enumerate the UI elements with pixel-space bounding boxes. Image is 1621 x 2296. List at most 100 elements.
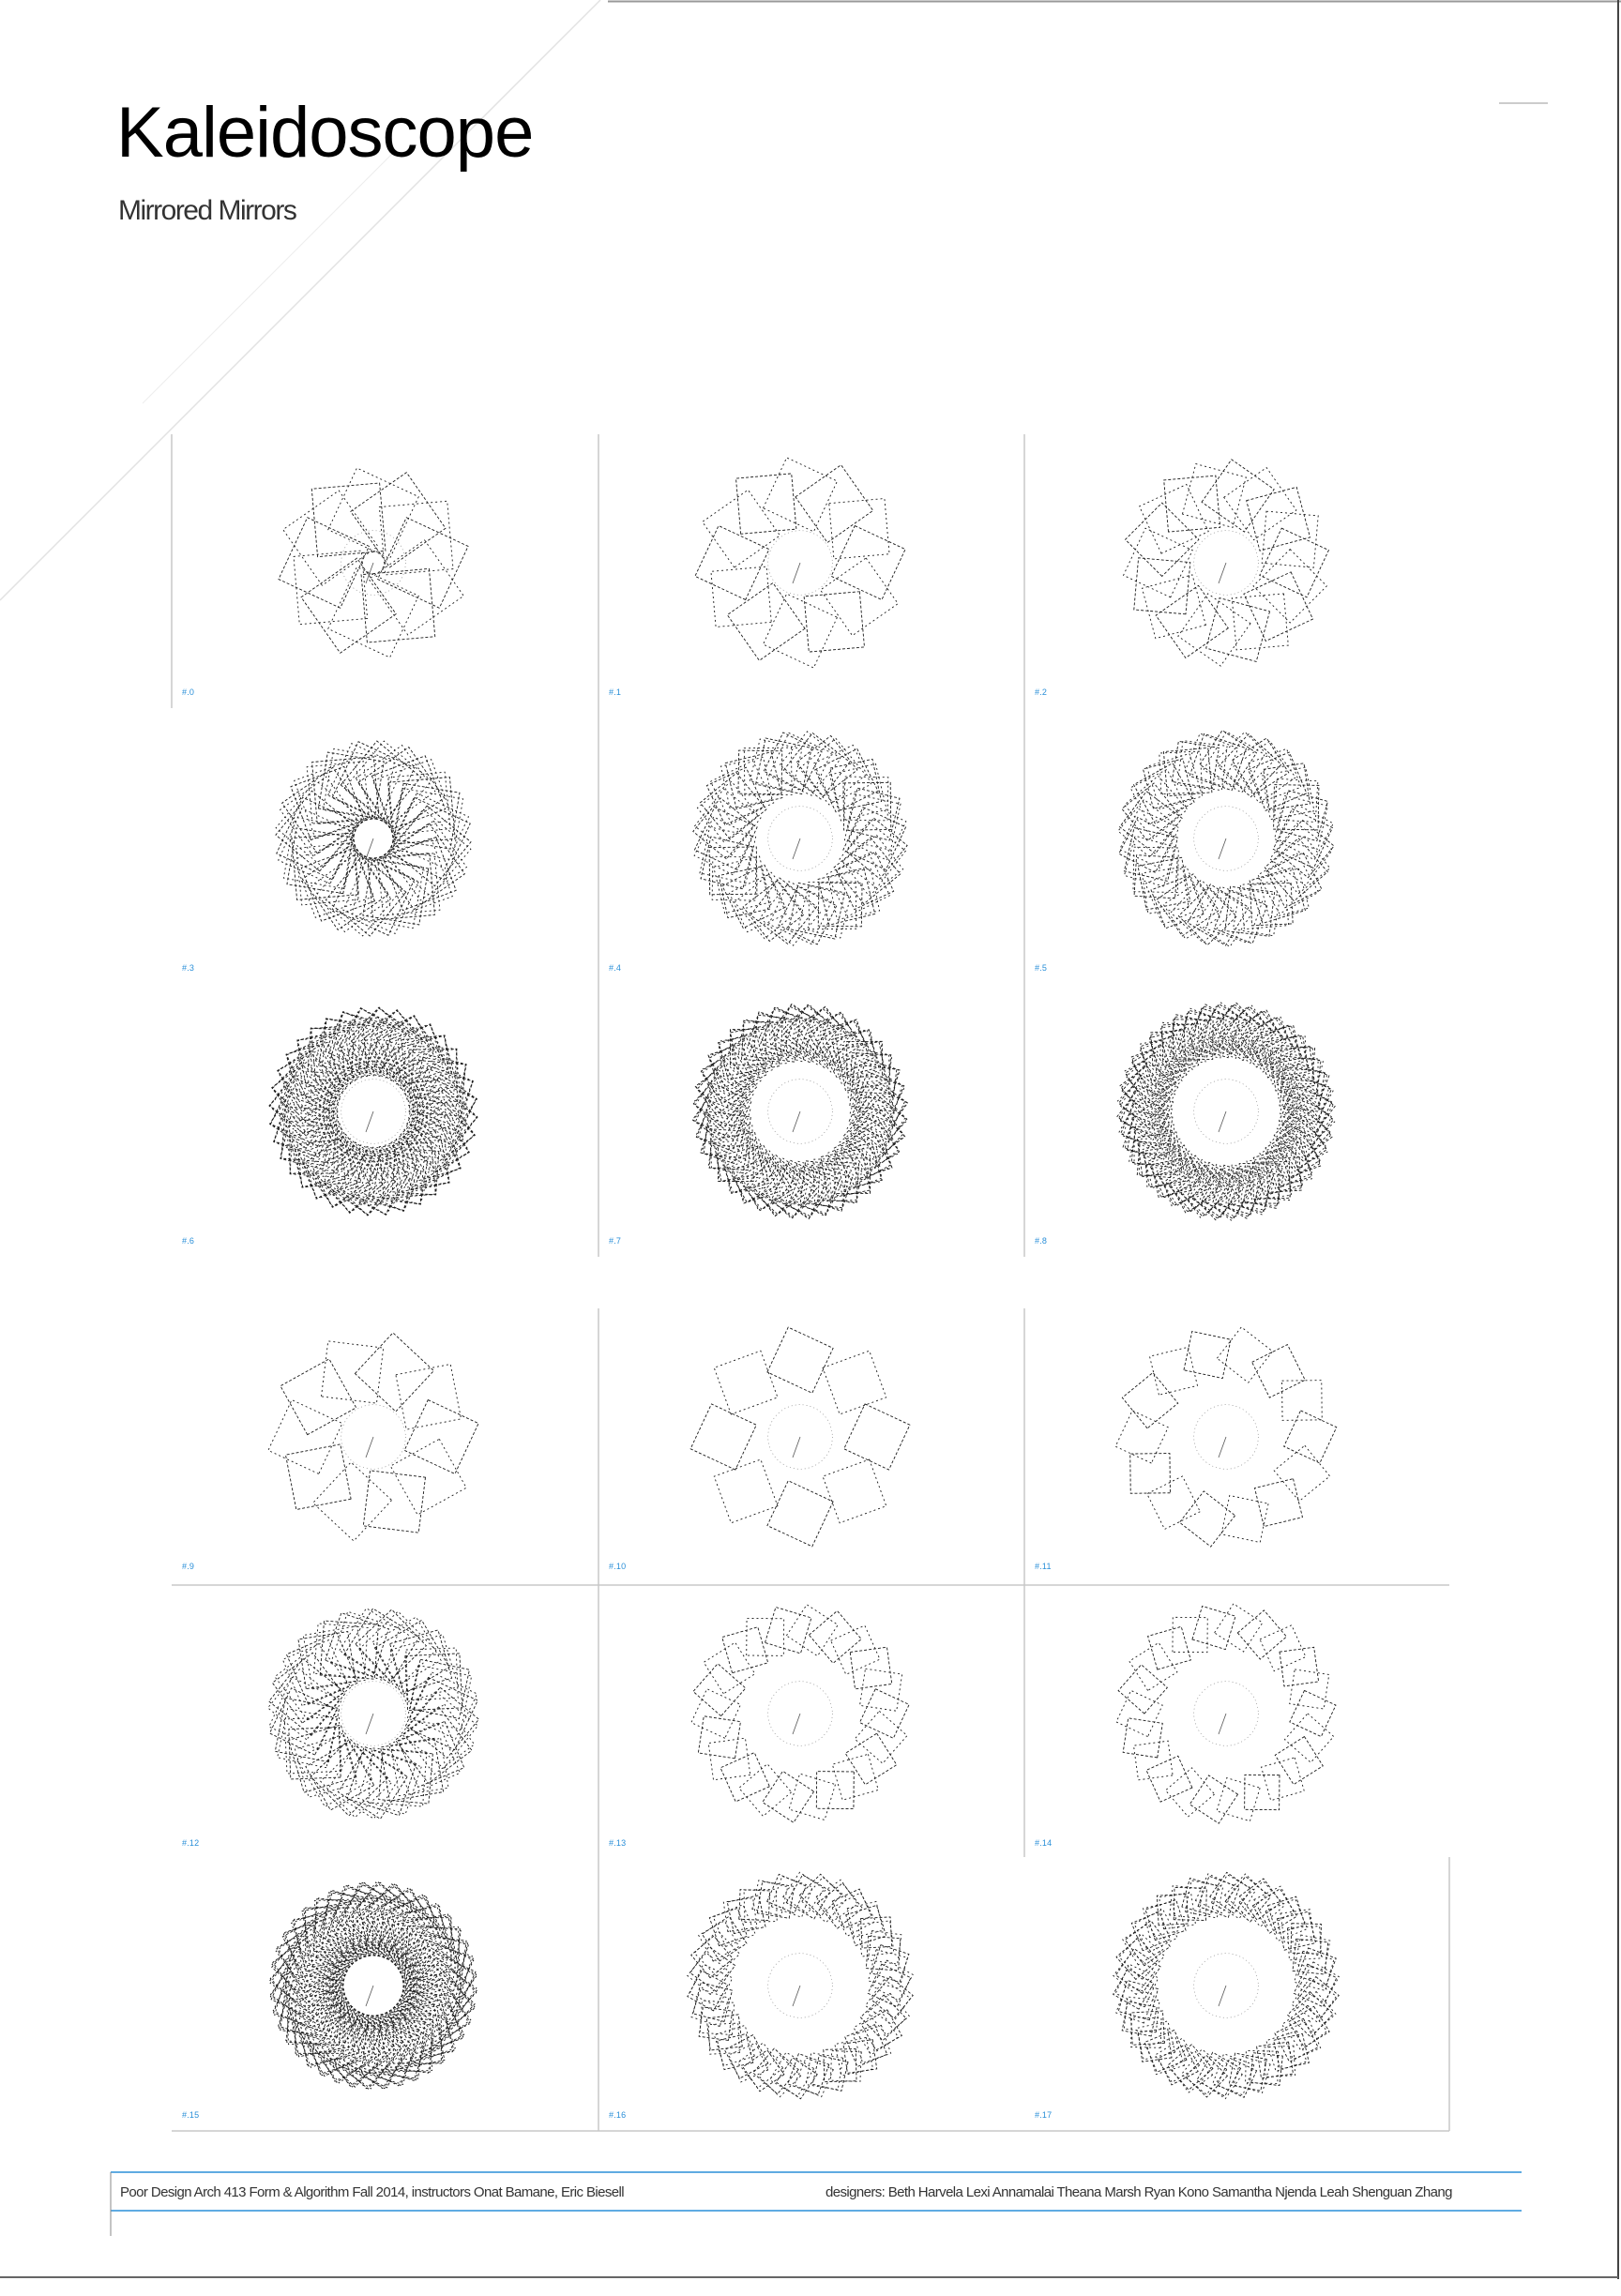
pattern-panel: #.8 (1025, 983, 1449, 1255)
mirror-square (380, 1737, 445, 1802)
mirror-square (766, 1480, 834, 1548)
mirror-square (1270, 1130, 1322, 1181)
mirror-square (378, 1748, 433, 1805)
mirror-square (1199, 1003, 1251, 1055)
mirror-square (743, 747, 793, 796)
mirror-square (1224, 885, 1276, 937)
mirror-square (758, 1005, 808, 1055)
panel-label: #.13 (609, 1838, 627, 1848)
radial-tick (792, 838, 801, 860)
mirror-square (1168, 1014, 1209, 1055)
mirror-square (762, 593, 839, 669)
mirror-square (323, 1151, 386, 1215)
mirror-square (404, 1931, 469, 1995)
mirror-square (1259, 1624, 1307, 1672)
mirror-square (820, 1148, 871, 1200)
mirror-square (373, 1619, 450, 1696)
mirror-square (344, 1881, 420, 1957)
mirror-square (1132, 846, 1179, 893)
mirror-square (1142, 758, 1194, 809)
mirror-square (697, 1715, 741, 1760)
mirror-square (860, 2009, 902, 2051)
mirror-square (782, 1871, 826, 1914)
mirror-square (382, 836, 457, 912)
mirror-square (311, 756, 380, 824)
mirror-square (718, 1032, 766, 1081)
mirror-square (694, 1065, 746, 1116)
mirror-square (279, 776, 360, 857)
mirror-square (1136, 1131, 1183, 1177)
radial-tick (365, 1436, 374, 1458)
mirror-square (807, 1012, 862, 1067)
mirror-square (1130, 1125, 1173, 1168)
mirror-square (387, 1023, 444, 1080)
mirror-square (853, 1071, 904, 1123)
mirror-square (799, 1160, 848, 1209)
mirror-square (1122, 1923, 1164, 1966)
mirror-square (762, 1770, 815, 1823)
inner-ring (767, 1404, 833, 1470)
mirror-square (1171, 740, 1220, 790)
mirror-square (276, 1920, 350, 1994)
mirror-square (794, 2057, 834, 2098)
mirror-square (319, 1620, 379, 1680)
mirror-square (267, 1398, 343, 1475)
mirror-square (1264, 838, 1328, 902)
mirror-square (841, 1041, 886, 1085)
mirror-square (410, 1112, 470, 1172)
mirror-square (849, 1646, 893, 1690)
mirror-square (1129, 1641, 1178, 1692)
mirror-square (846, 787, 901, 841)
mirror-square (746, 1154, 807, 1216)
mirror-square (1121, 1060, 1179, 1118)
mirror-square (355, 744, 436, 825)
mirror-square (410, 1056, 467, 1112)
mirror-square (1273, 1105, 1331, 1163)
mirror-square (827, 868, 881, 921)
mirror-square (393, 1987, 464, 2059)
kaleidoscope-pattern (1114, 1326, 1338, 1548)
mirror-square (708, 1907, 749, 1947)
mirror-square (401, 1992, 462, 2055)
mirror-square (1274, 778, 1319, 823)
mirror-square (699, 2000, 735, 2035)
mirror-square (718, 1035, 760, 1078)
mirror-square (785, 1874, 831, 1920)
mirror-square (1279, 1065, 1326, 1112)
kaleidoscope-pattern (690, 1604, 910, 1823)
mirror-square (367, 853, 435, 921)
mirror-square (1214, 1603, 1264, 1653)
mirror-square (797, 884, 852, 939)
mirror-square (1273, 2032, 1310, 2070)
mirror-square (1283, 1713, 1335, 1763)
mirror-square (841, 834, 904, 897)
mirror-square (750, 1012, 797, 1060)
mirror-square (401, 1956, 477, 2032)
mirror-square (1238, 1163, 1280, 1204)
mirror-square (319, 1745, 392, 1819)
mirror-square (1159, 750, 1203, 795)
mirror-square (829, 758, 883, 811)
mirror-square (403, 1703, 476, 1775)
mirror-square (1255, 1024, 1303, 1072)
mirror-square (397, 2003, 453, 2061)
mirror-square (375, 1895, 447, 1966)
mirror-square (405, 1923, 462, 1979)
mirror-square (1281, 1380, 1323, 1421)
mirror-square (389, 1438, 467, 1516)
mirror-square (271, 1050, 347, 1126)
mirror-square (693, 807, 758, 870)
mirror-square (1125, 1050, 1183, 1108)
inner-ring (341, 806, 406, 871)
mirror-square (317, 1144, 386, 1214)
mirror-square (1236, 1009, 1283, 1056)
mirror-square (817, 882, 863, 928)
mirror-square (771, 1005, 829, 1064)
mirror-square (1289, 1689, 1337, 1738)
mirror-square (831, 1888, 872, 1929)
mirror-square (1216, 1776, 1261, 1822)
mirror-square (742, 2049, 785, 2092)
mirror-square (272, 1933, 341, 2002)
mirror-square (793, 1168, 842, 1217)
